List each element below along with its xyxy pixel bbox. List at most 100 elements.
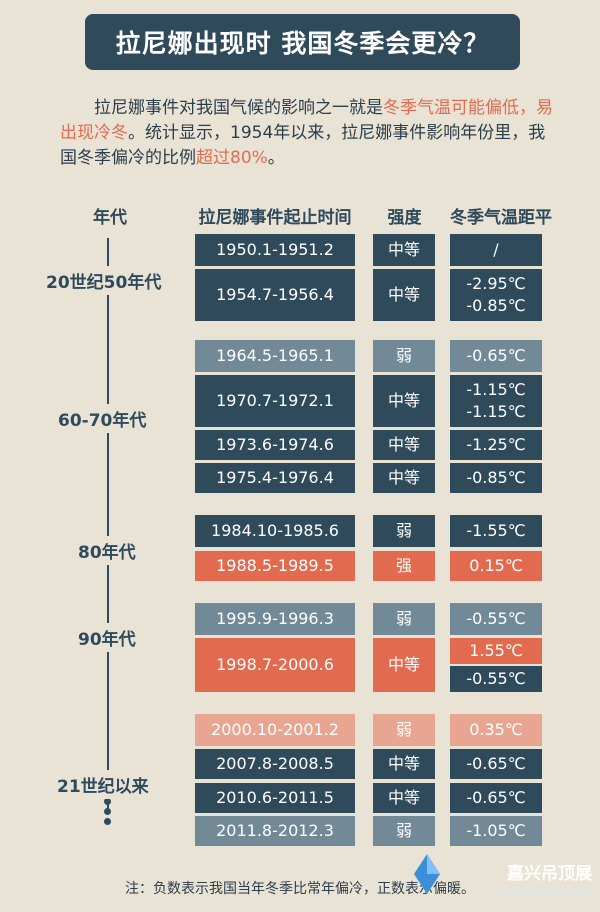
period-cell: 2011.8-2012.3 (195, 816, 355, 846)
logo-url: www.jddd-expo.com (499, 888, 590, 898)
anomaly-cell: / (450, 234, 542, 266)
strength-cell-text: 中等 (387, 391, 420, 410)
period-cell: 1984.10-1985.6 (195, 515, 355, 547)
strength-cell: 中等 (373, 375, 435, 427)
anomaly-cell: -0.85℃ (450, 463, 542, 493)
anomaly-cell: -2.95℃ -0.85℃ (450, 269, 542, 321)
period-cell-text: 1995.9-1996.3 (216, 609, 334, 628)
period-cell-text: 2000.10-2001.2 (211, 720, 339, 739)
strength-cell-text: 中等 (387, 788, 420, 807)
anomaly-cell-text: -0.65℃ (466, 754, 526, 773)
era-label: 21世纪以来 (57, 770, 149, 799)
intro-highlight-2: 超过80% (196, 148, 268, 168)
period-cell-text: 2010.6-2011.5 (216, 788, 334, 807)
anomaly-cell: -1.25℃ (450, 430, 542, 460)
anomaly-cell-text: -1.25℃ (466, 435, 526, 454)
anomaly-cell: 1.55℃ (450, 638, 542, 664)
period-cell-text: 1970.7-1972.1 (216, 391, 334, 410)
era-label: 60-70年代 (58, 404, 147, 433)
anomaly-cell-text: -0.85℃ (466, 296, 526, 315)
period-cell: 1964.5-1965.1 (195, 340, 355, 372)
timeline-dot (104, 818, 111, 825)
period-cell: 1973.6-1974.6 (195, 430, 355, 460)
strength-cell: 中等 (373, 638, 435, 692)
strength-cell: 弱 (373, 816, 435, 846)
strength-cell: 中等 (373, 269, 435, 321)
period-cell: 1998.7-2000.6 (195, 638, 355, 692)
anomaly-cell: -0.55℃ (450, 603, 542, 635)
anomaly-cell-text: 0.15℃ (469, 556, 523, 575)
period-cell-text: 1998.7-2000.6 (216, 655, 334, 674)
page-title: 拉尼娜出现时 我国冬季会更冷？ (85, 14, 520, 70)
era-label: 20世纪50年代 (46, 266, 162, 295)
header-period: 拉尼娜事件起止时间 (198, 208, 352, 228)
intro-highlight-1: 冬季气温可能偏低，易出现冷冬 (60, 98, 553, 143)
period-cell-text: 2011.8-2012.3 (216, 821, 334, 840)
strength-cell-text: 中等 (387, 468, 420, 487)
timeline-dot (104, 808, 111, 815)
strength-cell-text: 中等 (387, 285, 420, 304)
strength-cell-text: 弱 (395, 609, 412, 628)
anomaly-cell: -0.65℃ (450, 749, 542, 779)
strength-cell: 中等 (373, 749, 435, 779)
period-cell: 1954.7-1956.4 (195, 269, 355, 321)
anomaly-cell: 0.15℃ (450, 551, 542, 581)
strength-cell: 强 (373, 551, 435, 581)
strength-cell-text: 强 (395, 556, 412, 575)
strength-cell-text: 中等 (387, 754, 420, 773)
era-label: 90年代 (78, 623, 136, 652)
strength-cell: 中等 (373, 430, 435, 460)
strength-cell: 弱 (373, 603, 435, 635)
logo-name: 嘉兴吊顶展 (507, 864, 592, 884)
anomaly-cell-text: -0.55℃ (466, 609, 526, 628)
strength-cell: 弱 (373, 714, 435, 746)
timeline-dot (104, 798, 111, 805)
strength-cell-text: 弱 (395, 821, 412, 840)
period-cell: 2000.10-2001.2 (195, 714, 355, 746)
strength-cell-text: 弱 (395, 346, 412, 365)
anomaly-cell-text: 0.35℃ (469, 720, 523, 739)
strength-cell-text: 中等 (387, 240, 420, 259)
strength-cell: 中等 (373, 463, 435, 493)
strength-cell: 中等 (373, 234, 435, 266)
anomaly-cell-text: -0.65℃ (466, 346, 526, 365)
intro-paragraph: 拉尼娜事件对我国气候的影响之一就是冬季气温可能偏低，易出现冷冬。统计显示，195… (60, 96, 560, 171)
strength-cell-text: 中等 (387, 435, 420, 454)
intro-text-2: 。统计显示，1954年以来，拉尼娜事件影响年份里，我国冬季偏冷的比例 (60, 123, 546, 168)
strength-cell: 弱 (373, 340, 435, 372)
period-cell-text: 1954.7-1956.4 (216, 285, 334, 304)
anomaly-cell: 0.35℃ (450, 714, 542, 746)
timeline-line (107, 238, 109, 813)
anomaly-cell-text: -2.95℃ (466, 274, 526, 293)
anomaly-cell: -1.55℃ (450, 515, 542, 547)
period-cell: 2010.6-2011.5 (195, 783, 355, 813)
period-cell-text: 1964.5-1965.1 (216, 346, 334, 365)
anomaly-cell: -1.15℃ -1.15℃ (450, 375, 542, 427)
period-cell: 1970.7-1972.1 (195, 375, 355, 427)
period-cell-text: 1973.6-1974.6 (216, 435, 334, 454)
strength-cell: 中等 (373, 783, 435, 813)
period-cell: 2007.8-2008.5 (195, 749, 355, 779)
period-cell-text: 1988.5-1989.5 (216, 556, 334, 575)
anomaly-cell-text: -1.15℃ (466, 380, 526, 399)
anomaly-cell-text: -1.55℃ (466, 521, 526, 540)
strength-cell-text: 弱 (395, 521, 412, 540)
anomaly-cell: -0.55℃ (450, 666, 542, 692)
anomaly-cell: -0.65℃ (450, 340, 542, 372)
anomaly-cell: -0.65℃ (450, 783, 542, 813)
period-cell-text: 1975.4-1976.4 (216, 468, 334, 487)
anomaly-cell-text: -0.85℃ (466, 468, 526, 487)
era-label: 80年代 (78, 536, 136, 565)
period-cell: 1995.9-1996.3 (195, 603, 355, 635)
intro-text-3: 。 (267, 148, 285, 168)
period-cell: 1950.1-1951.2 (195, 234, 355, 266)
anomaly-cell-text: -0.55℃ (466, 669, 526, 688)
period-cell-text: 2007.8-2008.5 (216, 754, 334, 773)
period-cell-text: 1984.10-1985.6 (211, 521, 339, 540)
strength-cell-text: 中等 (387, 655, 420, 674)
period-cell-text: 1950.1-1951.2 (216, 240, 334, 259)
strength-cell-text: 弱 (395, 720, 412, 739)
header-era: 年代 (93, 208, 127, 228)
period-cell: 1975.4-1976.4 (195, 463, 355, 493)
footnote: 注：负数表示我国当年冬季比常年偏冷，正数表示偏暖。 (125, 881, 475, 897)
